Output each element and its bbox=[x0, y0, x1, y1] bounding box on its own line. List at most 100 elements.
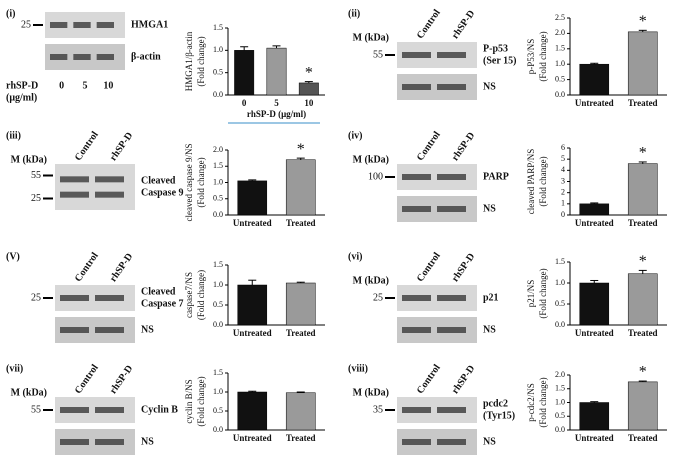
y-tick-label: 1.5 bbox=[213, 23, 223, 32]
y-tick-label: 1.5 bbox=[213, 368, 223, 377]
y-tick-label: 0.0 bbox=[213, 425, 223, 434]
panel-label: (iii) bbox=[6, 130, 21, 141]
protein-label: NS bbox=[483, 324, 496, 335]
y-axis-label: (Fold change) bbox=[538, 377, 548, 427]
x-tick-label: 0 bbox=[242, 98, 247, 108]
lane-label: Control bbox=[415, 7, 443, 41]
y-tick-label: 1.0 bbox=[555, 278, 565, 287]
protein-label: Caspase 9 bbox=[141, 187, 184, 198]
y-tick-label: 1.5 bbox=[555, 257, 565, 266]
y-tick-label: 2.0 bbox=[555, 28, 565, 37]
blot-band bbox=[437, 439, 466, 445]
bar bbox=[266, 47, 287, 96]
blot-band bbox=[73, 22, 91, 28]
blot-band bbox=[60, 407, 89, 413]
protein-label: β-actin bbox=[131, 51, 161, 62]
blot-band bbox=[402, 206, 431, 212]
bar bbox=[627, 273, 658, 326]
protein-label: PARP bbox=[483, 171, 509, 182]
marker-label: 25 bbox=[31, 292, 41, 303]
y-tick-label: 6 bbox=[561, 143, 565, 152]
x-tick-label: 10 bbox=[304, 98, 314, 108]
significance-star: * bbox=[297, 141, 305, 158]
x-tick-label: Treated bbox=[628, 433, 658, 443]
protein-label: (Tyr15) bbox=[483, 410, 515, 421]
y-axis-label: p-cdc2/NS bbox=[526, 383, 536, 422]
y-tick-label: 0.0 bbox=[555, 425, 565, 434]
lane-label: Control bbox=[73, 362, 101, 396]
unit-label: M (kDa) bbox=[353, 32, 389, 43]
blot-band bbox=[60, 295, 89, 301]
y-axis-label: HMGA1/β-actin bbox=[184, 31, 194, 91]
y-axis-label: p21/NS bbox=[526, 280, 536, 308]
panel-label: (vi) bbox=[348, 251, 362, 262]
y-tick-label: 1.0 bbox=[213, 45, 223, 54]
lane-label: rhSP-D bbox=[450, 8, 477, 41]
y-tick-label: 1.0 bbox=[213, 280, 223, 289]
lane-label: rhSP-D bbox=[450, 363, 477, 396]
bar bbox=[627, 31, 658, 96]
blot-band bbox=[437, 52, 466, 58]
y-axis-label: (Fold change) bbox=[196, 36, 206, 86]
protein-label: P-p53 bbox=[483, 43, 508, 54]
blot-band bbox=[402, 295, 431, 301]
lane-label: Control bbox=[415, 129, 443, 163]
treatment-label: (μg/ml) bbox=[6, 92, 37, 103]
blot-band bbox=[437, 327, 466, 333]
x-axis-label: rhSP-D (μg/ml) bbox=[247, 109, 306, 119]
y-tick-label: 1 bbox=[561, 199, 565, 208]
marker-label: 25 bbox=[21, 19, 31, 30]
y-tick-label: 2.5 bbox=[555, 13, 565, 22]
y-axis-label: caspase7/NS bbox=[184, 272, 194, 318]
x-tick-label: Treated bbox=[628, 98, 658, 108]
y-tick-label: 1.5 bbox=[213, 260, 223, 269]
y-axis-label: (Fold change) bbox=[538, 156, 548, 206]
significance-star: * bbox=[639, 253, 647, 270]
y-tick-label: 1.0 bbox=[213, 177, 223, 186]
protein-label: HMGA1 bbox=[131, 19, 168, 30]
bar bbox=[579, 282, 610, 326]
lane-label: rhSP-D bbox=[108, 251, 135, 284]
x-tick-label: Untreated bbox=[575, 218, 614, 228]
blot-band bbox=[437, 295, 466, 301]
blot-band bbox=[95, 176, 124, 183]
x-tick-label: Untreated bbox=[575, 328, 614, 338]
blot-band bbox=[95, 407, 124, 413]
bar bbox=[237, 180, 268, 216]
y-tick-label: 0.0 bbox=[555, 320, 565, 329]
lane-label: rhSP-D bbox=[108, 130, 135, 163]
bar bbox=[237, 284, 268, 326]
panel-label: (i) bbox=[6, 8, 15, 19]
marker-label: 25 bbox=[31, 193, 41, 204]
marker-label: 25 bbox=[373, 292, 383, 303]
y-tick-label: 1.0 bbox=[555, 397, 565, 406]
x-tick-label: Untreated bbox=[233, 218, 272, 228]
x-tick-label: Untreated bbox=[233, 328, 272, 338]
blot-band bbox=[95, 295, 124, 301]
protein-label: NS bbox=[141, 324, 154, 335]
y-tick-label: 0.5 bbox=[213, 194, 223, 203]
protein-label: NS bbox=[483, 81, 496, 92]
lane-label: 5 bbox=[83, 80, 88, 91]
blot-band bbox=[96, 22, 114, 28]
lane-label: Control bbox=[73, 250, 101, 284]
protein-label: NS bbox=[483, 203, 496, 214]
y-tick-label: 0 bbox=[561, 210, 565, 219]
treatment-label: rhSP-D bbox=[6, 80, 38, 91]
marker-label: 35 bbox=[373, 404, 383, 415]
lane-label: 0 bbox=[59, 80, 64, 91]
significance-star: * bbox=[305, 64, 313, 81]
unit-label: M (kDa) bbox=[11, 154, 47, 165]
bar bbox=[579, 203, 610, 216]
bar bbox=[298, 82, 319, 96]
protein-label: Cleaved bbox=[141, 286, 176, 297]
y-tick-label: 1.0 bbox=[213, 387, 223, 396]
y-tick-label: 2 bbox=[561, 187, 565, 196]
bar bbox=[234, 50, 255, 96]
marker-label: 55 bbox=[373, 49, 383, 60]
blot-band bbox=[95, 439, 124, 445]
bar bbox=[579, 402, 610, 431]
y-tick-label: 3 bbox=[561, 176, 565, 185]
marker-label: 55 bbox=[31, 170, 41, 181]
